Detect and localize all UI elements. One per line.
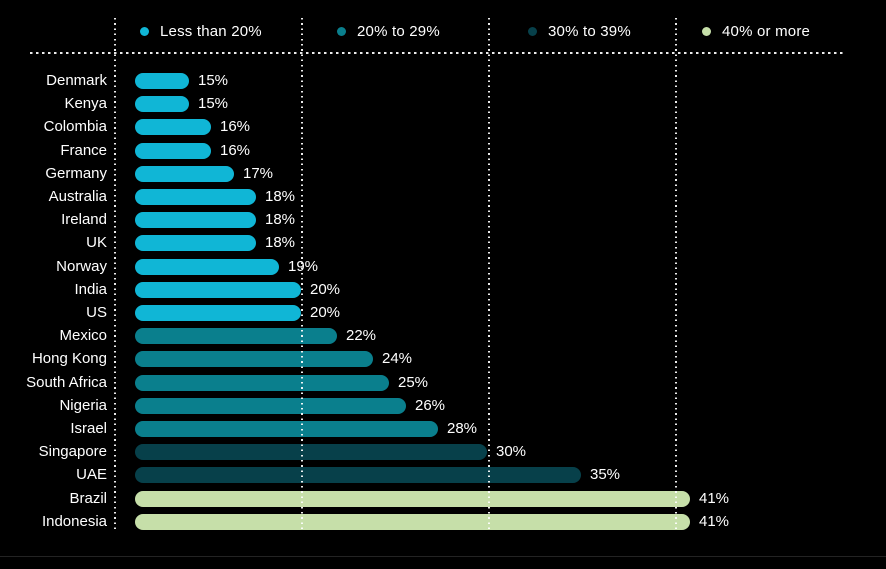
bar	[135, 514, 690, 530]
value-label: 20%	[310, 281, 341, 298]
legend-label: 40% or more	[722, 22, 811, 40]
gridline-30pct	[488, 18, 490, 533]
category-label: France	[60, 142, 107, 159]
category-label: Israel	[70, 420, 107, 437]
legend-label: Less than 20%	[160, 22, 262, 40]
category-label: Norway	[56, 258, 107, 275]
bar	[135, 398, 406, 414]
value-label: 20%	[310, 304, 341, 321]
value-label: 35%	[590, 466, 621, 483]
value-label: 18%	[265, 188, 296, 205]
value-label: 41%	[699, 513, 730, 530]
value-label: 18%	[265, 234, 296, 251]
value-label: 30%	[496, 443, 527, 460]
legend-dot-icon	[528, 26, 537, 36]
bar	[135, 328, 337, 344]
category-label: Ireland	[61, 211, 107, 228]
value-label: 26%	[415, 397, 446, 414]
bar	[135, 119, 211, 135]
legend-item-20-to-29: 20% to 29%	[337, 22, 440, 40]
value-label: 18%	[265, 211, 296, 228]
bar	[135, 259, 279, 275]
legend-item-less-than-20: Less than 20%	[140, 22, 262, 40]
category-label: Kenya	[64, 95, 107, 112]
value-label: 19%	[288, 258, 319, 275]
category-label: Mexico	[59, 327, 107, 344]
bar	[135, 491, 690, 507]
bar	[135, 143, 211, 159]
category-label: Germany	[45, 165, 107, 182]
value-label: 41%	[699, 490, 730, 507]
category-label: UK	[86, 234, 107, 251]
value-label: 28%	[447, 420, 478, 437]
category-label: US	[86, 304, 107, 321]
value-label: 15%	[198, 72, 229, 89]
legend-item-40-or-more: 40% or more	[702, 22, 810, 40]
gridline-40pct	[675, 18, 677, 533]
category-label: Singapore	[38, 443, 107, 460]
bar	[135, 212, 256, 228]
bar	[135, 305, 301, 321]
category-label: Indonesia	[41, 513, 107, 530]
category-label: Colombia	[43, 118, 107, 135]
category-label: Nigeria	[59, 397, 107, 414]
bar	[135, 235, 256, 251]
page-divider	[0, 556, 886, 557]
legend-separator-line	[30, 52, 845, 54]
value-label: 16%	[220, 118, 251, 135]
legend-label: 20% to 29%	[357, 22, 440, 40]
legend-dot-icon	[337, 26, 346, 36]
gridline-20pct	[301, 18, 303, 533]
bar	[135, 375, 389, 391]
bar	[135, 467, 581, 483]
gridline-10pct	[114, 18, 116, 533]
category-label: Brazil	[69, 490, 107, 507]
legend-dot-icon	[140, 26, 149, 36]
value-label: 15%	[198, 95, 229, 112]
value-label: 25%	[398, 374, 429, 391]
category-label: India	[74, 281, 107, 298]
bar	[135, 351, 373, 367]
bar	[135, 282, 301, 298]
value-label: 24%	[382, 350, 413, 367]
category-label: South Africa	[26, 374, 107, 391]
category-label: Denmark	[46, 72, 107, 89]
value-label: 17%	[243, 165, 274, 182]
category-label: Hong Kong	[31, 350, 107, 367]
bar	[135, 189, 256, 205]
legend-dot-icon	[702, 26, 711, 36]
value-label: 22%	[346, 327, 377, 344]
legend-label: 30% to 39%	[548, 22, 631, 40]
bar	[135, 421, 438, 437]
category-label: Australia	[48, 188, 107, 205]
value-label: 16%	[220, 142, 251, 159]
bar	[135, 73, 189, 89]
bar	[135, 444, 487, 460]
category-label: UAE	[76, 466, 107, 483]
bar	[135, 96, 189, 112]
bar	[135, 166, 234, 182]
legend-item-30-to-39: 30% to 39%	[528, 22, 631, 40]
